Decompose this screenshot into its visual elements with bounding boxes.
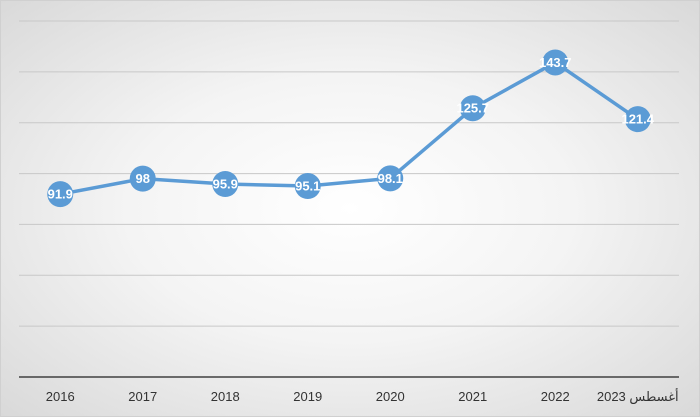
x-tick-label: 2020 bbox=[376, 389, 405, 404]
data-point-marker bbox=[47, 181, 74, 208]
data-points: 91.9 98 95.9 95.1 98.1 125.7 143.7 121.4 bbox=[47, 49, 655, 208]
data-label: 125.7 bbox=[456, 101, 489, 116]
series-line-path bbox=[58, 60, 640, 196]
data-label: 121.4 bbox=[621, 112, 654, 127]
data-label: 143.7 bbox=[539, 55, 572, 70]
data-label: 98 bbox=[136, 171, 150, 186]
data-point-marker bbox=[542, 49, 569, 76]
data-point-marker bbox=[294, 173, 321, 200]
x-tick-labels: 2016 2017 2018 2019 2020 2021 2022 أغسطس 2023 bbox=[46, 388, 679, 405]
data-label: 95.9 bbox=[213, 176, 238, 191]
x-tick-label: 2019 bbox=[293, 389, 322, 404]
data-label: 98.1 bbox=[378, 171, 403, 186]
data-label: 95.1 bbox=[295, 179, 320, 194]
data-point-marker bbox=[129, 165, 156, 192]
x-tick-label: 2018 bbox=[211, 389, 240, 404]
data-point-marker bbox=[377, 165, 404, 192]
x-tick-label: 2017 bbox=[128, 389, 157, 404]
data-label: 91.9 bbox=[48, 187, 73, 202]
data-point-marker bbox=[459, 95, 486, 122]
x-tick-label: أغسطس 2023 bbox=[597, 388, 679, 405]
x-tick-label: 2021 bbox=[458, 389, 487, 404]
series-line bbox=[58, 60, 640, 196]
data-point-marker bbox=[212, 170, 239, 197]
x-tick-label: 2022 bbox=[541, 389, 570, 404]
gridlines bbox=[19, 20, 679, 327]
data-point-marker bbox=[624, 106, 651, 133]
x-tick-label: 2016 bbox=[46, 389, 75, 404]
